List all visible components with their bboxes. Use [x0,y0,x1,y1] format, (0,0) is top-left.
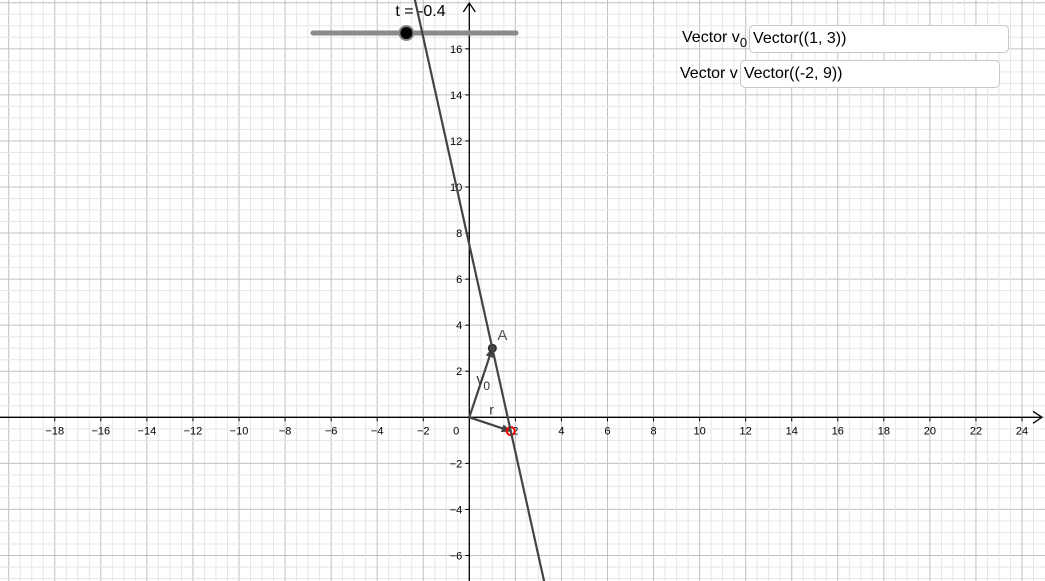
point-A-label: A [497,327,507,344]
y-tick-label: −2 [450,458,463,470]
origin-label: 0 [453,425,459,437]
input-label-v0: Vector v0 [682,28,748,50]
input-field-v0[interactable]: Vector((1, 3)) [749,25,1010,53]
x-tick-label: 24 [1016,425,1028,437]
y-tick-label: −6 [450,550,463,562]
y-tick-label: 2 [456,366,462,378]
x-tick-label: 20 [924,425,936,437]
x-tick-label: −16 [91,425,110,437]
x-tick-label: −12 [184,425,203,437]
x-tick-label: 8 [650,425,656,437]
slider-knob[interactable] [400,27,413,39]
x-tick-label: −10 [230,425,249,437]
y-tick-label: 12 [450,136,462,148]
input-field-v[interactable]: Vector((-2, 9)) [739,60,1000,88]
vector-v0 [468,347,494,418]
input-label-v: Vector v [680,65,738,82]
x-tick-label: 4 [558,425,564,437]
input-row-v: Vector v Vector((-2, 9)) [680,60,1000,88]
y-tick-label: 14 [450,90,462,102]
x-tick-label: −4 [371,425,384,437]
x-tick-label: 10 [693,425,705,437]
y-tick-label: 16 [450,44,462,56]
trajectory-line [413,0,546,581]
x-tick-label: 22 [970,425,982,437]
slider-label: t = -0.4 [395,3,445,20]
y-tick-label: 8 [456,228,462,240]
vector-v0-label: v [476,371,484,388]
x-tick-label: 12 [740,425,752,437]
x-tick-label: −6 [325,425,338,437]
y-tick-label: 6 [456,274,462,286]
y-tick-label: 4 [456,320,462,332]
y-tick-label: −4 [450,504,463,516]
y-axis-arrow [462,1,476,13]
x-axis-arrow [1032,410,1044,424]
input-row-v0: Vector v0 Vector((1, 3)) [682,25,1010,53]
x-tick-label: 16 [832,425,844,437]
vector-v0-sub: 0 [483,379,490,393]
x-tick-label: 14 [786,425,798,437]
x-tick-label: −18 [45,425,64,437]
vector-r-label: r [489,401,494,417]
x-tick-label: −2 [417,425,430,437]
x-tick-label: 18 [878,425,890,437]
x-tick-label: −14 [138,425,157,437]
x-tick-label: 6 [604,425,610,437]
vector-r [468,416,512,433]
x-tick-label: −8 [279,425,292,437]
